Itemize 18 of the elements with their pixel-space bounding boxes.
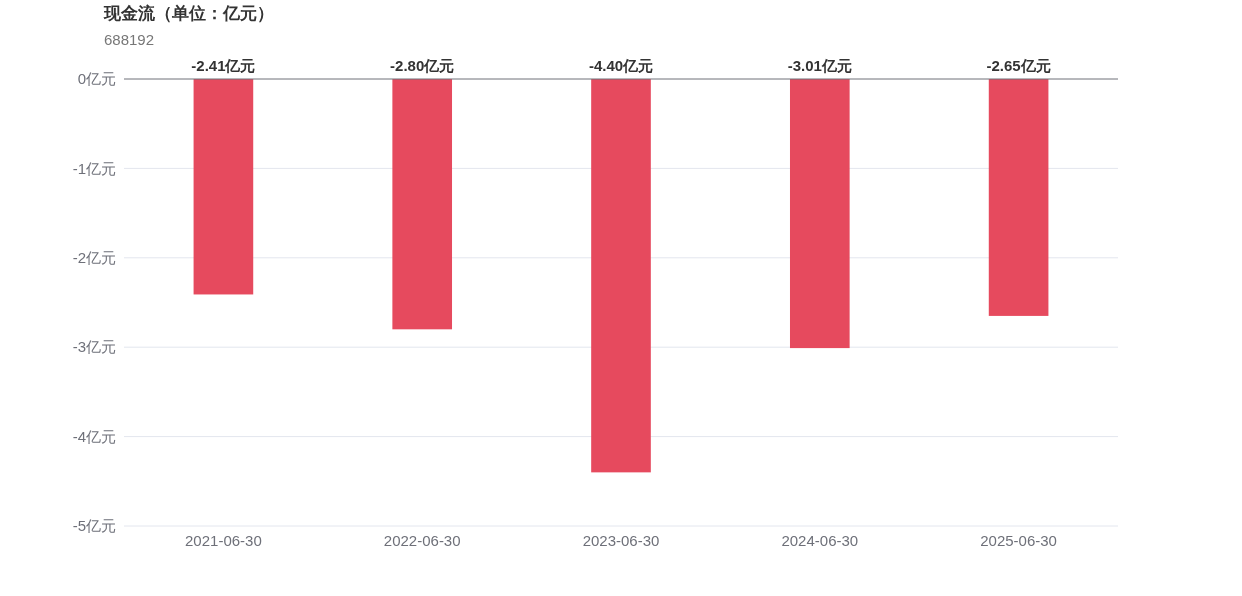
- data-label: -2.80亿元: [390, 57, 455, 74]
- x-tick-label: 2022-06-30: [383, 532, 461, 549]
- y-tick-label: 0亿元: [77, 70, 116, 88]
- data-label: -4.40亿元: [588, 57, 654, 74]
- y-tick-label: -5亿元: [72, 517, 116, 535]
- data-label: -2.65亿元: [986, 57, 1051, 74]
- x-tick-label: 2021-06-30: [185, 532, 262, 549]
- y-tick-label: -4亿元: [72, 427, 116, 445]
- chart-subtitle: 688192: [104, 31, 155, 48]
- y-tick-label: -2亿元: [72, 249, 116, 267]
- data-label: -3.01亿元: [787, 57, 852, 74]
- chart-title: 现金流（单位：亿元）: [103, 4, 274, 23]
- x-tick-label: 2023-06-30: [582, 532, 660, 549]
- y-tick-label: -1亿元: [72, 159, 116, 177]
- y-tick-label: -3亿元: [72, 338, 116, 356]
- x-tick-label: 2024-06-30: [781, 532, 859, 549]
- x-tick-label: 2025-06-30: [980, 532, 1057, 549]
- data-label: -2.41亿元: [191, 57, 256, 74]
